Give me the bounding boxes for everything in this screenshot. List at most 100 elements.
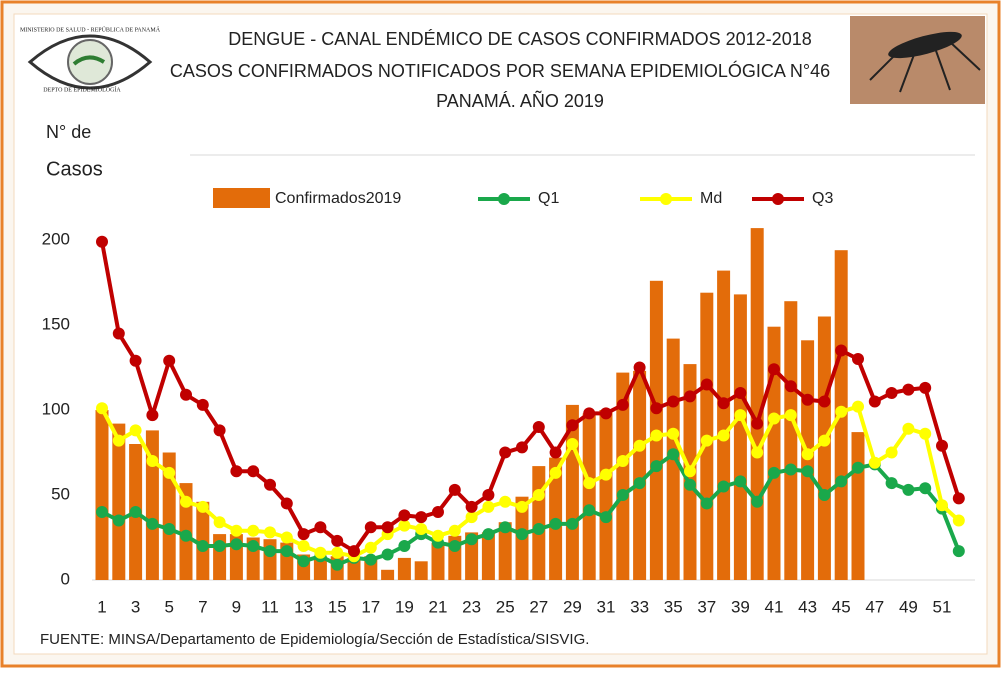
marker [96, 402, 108, 414]
marker [331, 547, 343, 559]
marker [802, 394, 814, 406]
marker [466, 501, 478, 513]
marker [96, 236, 108, 248]
marker [382, 521, 394, 533]
marker [533, 523, 545, 535]
marker [163, 467, 175, 479]
marker [230, 465, 242, 477]
marker [449, 525, 461, 537]
source: FUENTE: MINSA/Departamento de Epidemiolo… [40, 631, 589, 648]
marker [768, 363, 780, 375]
marker [566, 438, 578, 450]
marker [281, 545, 293, 557]
marker [734, 409, 746, 421]
marker [718, 397, 730, 409]
x-tick-label: 49 [899, 597, 918, 616]
y-tick-label: 100 [42, 399, 70, 418]
marker [835, 345, 847, 357]
marker [583, 504, 595, 516]
marker [701, 498, 713, 510]
marker [718, 430, 730, 442]
legend-label: Q3 [812, 190, 833, 207]
marker [936, 499, 948, 511]
bar [415, 561, 428, 580]
marker [953, 545, 965, 557]
marker [482, 501, 494, 513]
bar [784, 301, 797, 580]
x-tick-label: 51 [933, 597, 952, 616]
marker [281, 498, 293, 510]
marker [130, 506, 142, 518]
marker [600, 469, 612, 481]
marker [163, 355, 175, 367]
y-axis-label: N° de [46, 122, 91, 142]
marker [180, 389, 192, 401]
marker [113, 328, 125, 340]
x-tick-label: 47 [865, 597, 884, 616]
marker [768, 413, 780, 425]
x-tick-label: 43 [798, 597, 817, 616]
marker [348, 545, 360, 557]
marker [650, 460, 662, 472]
x-tick-label: 37 [697, 597, 716, 616]
marker [869, 396, 881, 408]
marker [936, 440, 948, 452]
bar [583, 413, 596, 580]
marker [617, 489, 629, 501]
marker [96, 506, 108, 518]
marker [734, 475, 746, 487]
marker [365, 542, 377, 554]
marker [264, 526, 276, 538]
marker [298, 528, 310, 540]
y-tick-label: 0 [61, 569, 70, 588]
marker [130, 424, 142, 436]
marker [919, 428, 931, 440]
marker [852, 462, 864, 474]
x-tick-label: 5 [164, 597, 173, 616]
marker [650, 430, 662, 442]
marker [835, 475, 847, 487]
marker [432, 530, 444, 542]
marker [802, 448, 814, 460]
marker [785, 380, 797, 392]
marker [550, 518, 562, 530]
marker [214, 540, 226, 552]
marker [432, 506, 444, 518]
photo-bg [850, 16, 985, 104]
y-tick-label: 50 [51, 484, 70, 503]
bar [96, 410, 109, 580]
marker [667, 428, 679, 440]
bar [717, 271, 730, 580]
marker [499, 496, 511, 508]
marker [902, 384, 914, 396]
legend-label: Q1 [538, 190, 559, 207]
marker [247, 465, 259, 477]
marker [550, 447, 562, 459]
marker [734, 387, 746, 399]
marker [684, 390, 696, 402]
x-tick-label: 1 [97, 597, 106, 616]
marker [617, 399, 629, 411]
x-tick-label: 11 [261, 597, 279, 616]
marker [751, 447, 763, 459]
marker [919, 382, 931, 394]
x-tick-label: 17 [361, 597, 380, 616]
bar [633, 371, 646, 580]
x-tick-label: 35 [664, 597, 683, 616]
x-tick-label: 39 [731, 597, 750, 616]
logo-text: DEPTO DE EPIDEMIOLOGÍA [43, 85, 121, 93]
marker [365, 521, 377, 533]
logo-text: MINISTERIO DE SALUD - REPÚBLICA DE PANAM… [20, 25, 161, 33]
y-axis-label: Casos [46, 158, 103, 180]
x-tick-label: 27 [529, 597, 548, 616]
marker [264, 545, 276, 557]
marker [768, 467, 780, 479]
x-tick-label: 15 [328, 597, 347, 616]
x-tick-label: 45 [832, 597, 851, 616]
x-tick-label: 25 [496, 597, 515, 616]
x-tick-label: 7 [198, 597, 207, 616]
marker [667, 448, 679, 460]
y-tick-label: 150 [42, 314, 70, 333]
marker [214, 516, 226, 528]
marker [197, 399, 209, 411]
